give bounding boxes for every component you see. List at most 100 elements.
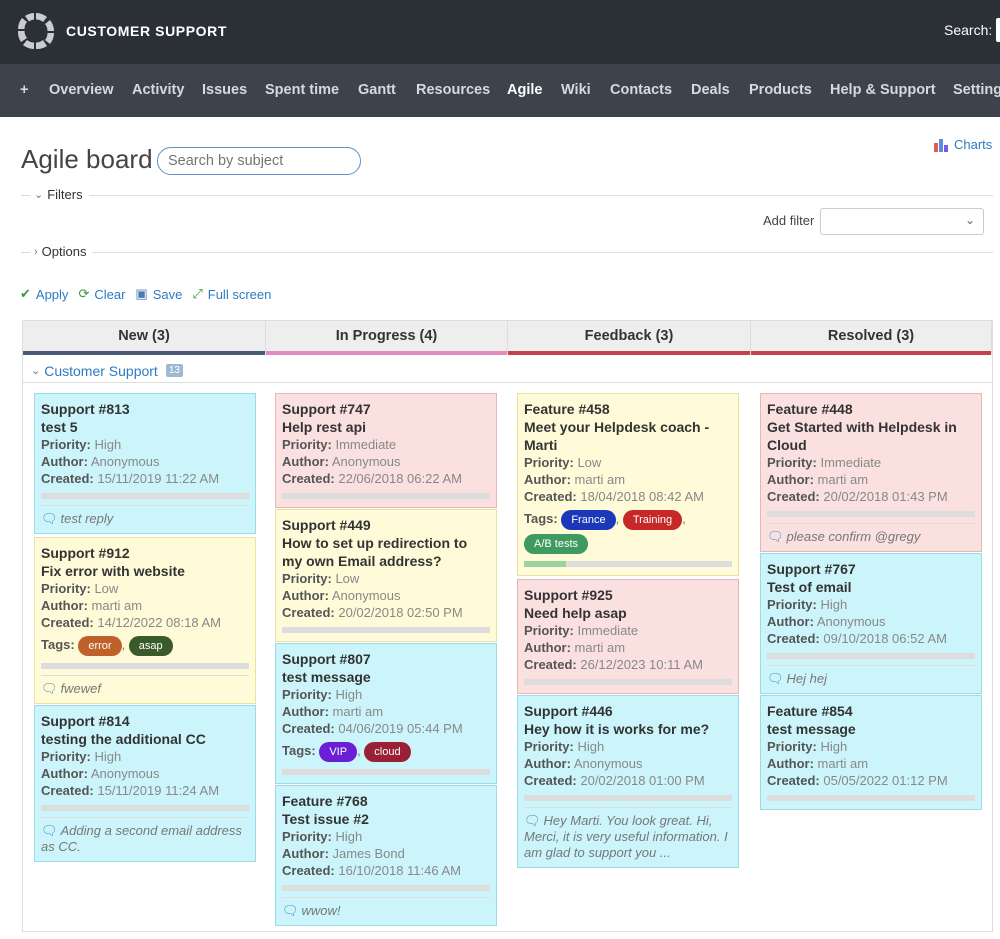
card-issue-id[interactable]: Support #813 bbox=[41, 401, 130, 417]
issue-card[interactable]: Feature #854 test message Priority: High Au… bbox=[760, 695, 982, 810]
menu-item-gantt[interactable]: Gantt bbox=[358, 82, 396, 98]
card-issue-id[interactable]: Feature #448 bbox=[767, 401, 853, 417]
card-subject[interactable]: Help rest api bbox=[282, 419, 367, 435]
save-icon: ▣ bbox=[135, 286, 148, 301]
card-field-value: marti am bbox=[87, 598, 143, 613]
issue-card[interactable]: Support #747 Help rest api Priority: Immed… bbox=[275, 393, 497, 508]
issue-card[interactable]: Feature #448 Get Started with Helpdesk in… bbox=[760, 393, 982, 552]
global-search-input[interactable] bbox=[996, 18, 1000, 42]
subject-search-input[interactable] bbox=[157, 147, 361, 175]
card-issue-id[interactable]: Support #747 bbox=[282, 401, 371, 417]
charts-link[interactable]: Charts bbox=[934, 137, 992, 152]
card-field: Author: Anonymous bbox=[524, 755, 732, 772]
card-field-value: High bbox=[331, 687, 363, 702]
menu-item-deals[interactable]: Deals bbox=[691, 82, 730, 98]
issue-card[interactable]: Feature #458 Meet your Helpdesk coach - M… bbox=[517, 393, 739, 576]
tag-badge[interactable]: error bbox=[78, 636, 122, 656]
menu-item-activity[interactable]: Activity bbox=[132, 82, 185, 98]
card-subject[interactable]: How to set up redirection to my own Emai… bbox=[282, 535, 468, 569]
card-field-value: 15/11/2019 11:24 AM bbox=[93, 783, 220, 798]
card-field: Author: marti am bbox=[41, 597, 249, 614]
card-field: Priority: High bbox=[41, 748, 249, 765]
issue-card[interactable]: Support #767 Test of email Priority: High A… bbox=[760, 553, 982, 694]
card-issue-id[interactable]: Support #925 bbox=[524, 587, 613, 603]
card-subject[interactable]: Get Started with Helpdesk in Cloud bbox=[767, 419, 957, 453]
issue-card[interactable]: Feature #768 Test issue #2 Priority: High A… bbox=[275, 785, 497, 926]
apply-button[interactable]: ✔ Apply bbox=[20, 286, 68, 302]
menu-item-contacts[interactable]: Contacts bbox=[610, 82, 673, 98]
add-filter-label: Add filter bbox=[763, 213, 815, 228]
column-title: New (3) bbox=[118, 328, 170, 344]
tag-separator: , bbox=[615, 511, 623, 526]
card-subject[interactable]: test message bbox=[282, 669, 371, 685]
card-subject[interactable]: test 5 bbox=[41, 419, 78, 435]
swimlane-header[interactable]: ⌄ Customer Support 13 bbox=[23, 355, 992, 383]
issue-card[interactable]: Support #807 test message Priority: High Au… bbox=[275, 643, 497, 784]
card-issue-id[interactable]: Feature #854 bbox=[767, 703, 853, 719]
options-toggle[interactable]: › Options bbox=[30, 244, 93, 259]
card-subject[interactable]: Hey how it is works for me? bbox=[524, 721, 710, 737]
card-field-label: Created: bbox=[767, 773, 820, 788]
card-issue-id[interactable]: Support #912 bbox=[41, 545, 130, 561]
card-subject[interactable]: Test issue #2 bbox=[282, 811, 369, 827]
card-issue-id[interactable]: Support #807 bbox=[282, 651, 371, 667]
tag-badge[interactable]: cloud bbox=[364, 742, 411, 762]
full-screen-button[interactable]: ⤢ Full screen bbox=[192, 286, 271, 302]
tag-badge[interactable]: France bbox=[561, 510, 616, 530]
card-field-label: Author: bbox=[41, 598, 88, 613]
tag-badge[interactable]: Training bbox=[622, 510, 683, 530]
card-last-comment: 🗨 fwewef bbox=[41, 675, 249, 703]
menu-item-resources[interactable]: Resources bbox=[416, 82, 491, 98]
card-subject[interactable]: Meet your Helpdesk coach - Marti bbox=[524, 419, 710, 453]
card-issue-id[interactable]: Feature #458 bbox=[524, 401, 610, 417]
menu-item-new[interactable]: + bbox=[20, 82, 29, 98]
card-issue-id[interactable]: Support #449 bbox=[282, 517, 371, 533]
card-subject[interactable]: Test of email bbox=[767, 579, 852, 595]
menu-item-products[interactable]: Products bbox=[749, 82, 812, 98]
menu-item-spent-time[interactable]: Spent time bbox=[265, 82, 340, 98]
card-field-label: Created: bbox=[282, 471, 335, 486]
card-tags: Tags: VIP, cloud bbox=[282, 739, 490, 763]
tag-badge[interactable]: A/B tests bbox=[524, 534, 589, 554]
tag-badge[interactable]: asap bbox=[128, 636, 173, 656]
comment-icon: 🗨 bbox=[524, 813, 541, 828]
add-filter-select[interactable]: ⌄ bbox=[820, 208, 984, 235]
menu-item-wiki[interactable]: Wiki bbox=[561, 82, 591, 98]
card-field-label: Author: bbox=[282, 846, 329, 861]
card-subject[interactable]: Need help asap bbox=[524, 605, 627, 621]
card-issue-id[interactable]: Support #767 bbox=[767, 561, 856, 577]
issue-card[interactable]: Support #814 testing the additional CC Pri… bbox=[34, 705, 256, 862]
tag-badge[interactable]: VIP bbox=[319, 742, 358, 762]
menu-item-issues[interactable]: Issues bbox=[202, 82, 248, 98]
card-tags: Tags: France, Training, A/B tests bbox=[524, 507, 732, 555]
issue-card[interactable]: Support #446 Hey how it is works for me? P… bbox=[517, 695, 739, 868]
filters-label: Filters bbox=[47, 187, 83, 202]
card-issue-id[interactable]: Support #814 bbox=[41, 713, 130, 729]
issue-card[interactable]: Support #449 How to set up redirection to… bbox=[275, 509, 497, 642]
filters-toggle[interactable]: ⌄ Filters bbox=[30, 187, 89, 202]
menu-item-help-support[interactable]: Help & Support bbox=[830, 82, 936, 98]
chevron-down-icon: ⌄ bbox=[31, 365, 41, 377]
progress-bar bbox=[41, 663, 249, 669]
menu-item-agile[interactable]: Agile bbox=[507, 82, 543, 98]
card-subject[interactable]: Fix error with website bbox=[41, 563, 185, 579]
card-field-label: Author: bbox=[282, 454, 329, 469]
card-subject[interactable]: test message bbox=[767, 721, 856, 737]
clear-button[interactable]: ⟳ Clear bbox=[78, 286, 125, 302]
card-issue-id[interactable]: Support #446 bbox=[524, 703, 613, 719]
issue-card[interactable]: Support #912 Fix error with website Priori… bbox=[34, 537, 256, 704]
menu-item-setting[interactable]: Setting bbox=[953, 82, 1000, 98]
card-field-label: Created: bbox=[282, 721, 335, 736]
card-subject[interactable]: testing the additional CC bbox=[41, 731, 206, 747]
menu-item-overview[interactable]: Overview bbox=[49, 82, 114, 98]
bar-chart-icon bbox=[934, 138, 948, 152]
issue-card[interactable]: Support #925 Need help asap Priority: Imme… bbox=[517, 579, 739, 694]
card-issue-id[interactable]: Feature #768 bbox=[282, 793, 368, 809]
card-last-comment: 🗨 test reply bbox=[41, 505, 249, 533]
app-logo-icon[interactable] bbox=[16, 11, 56, 51]
card-field-label: Created: bbox=[524, 489, 577, 504]
issue-card[interactable]: Support #813 test 5 Priority: High Author: … bbox=[34, 393, 256, 534]
app-title[interactable]: CUSTOMER SUPPORT bbox=[66, 23, 228, 39]
save-button[interactable]: ▣ Save bbox=[135, 286, 182, 302]
card-last-comment: 🗨 wwow! bbox=[282, 897, 490, 925]
